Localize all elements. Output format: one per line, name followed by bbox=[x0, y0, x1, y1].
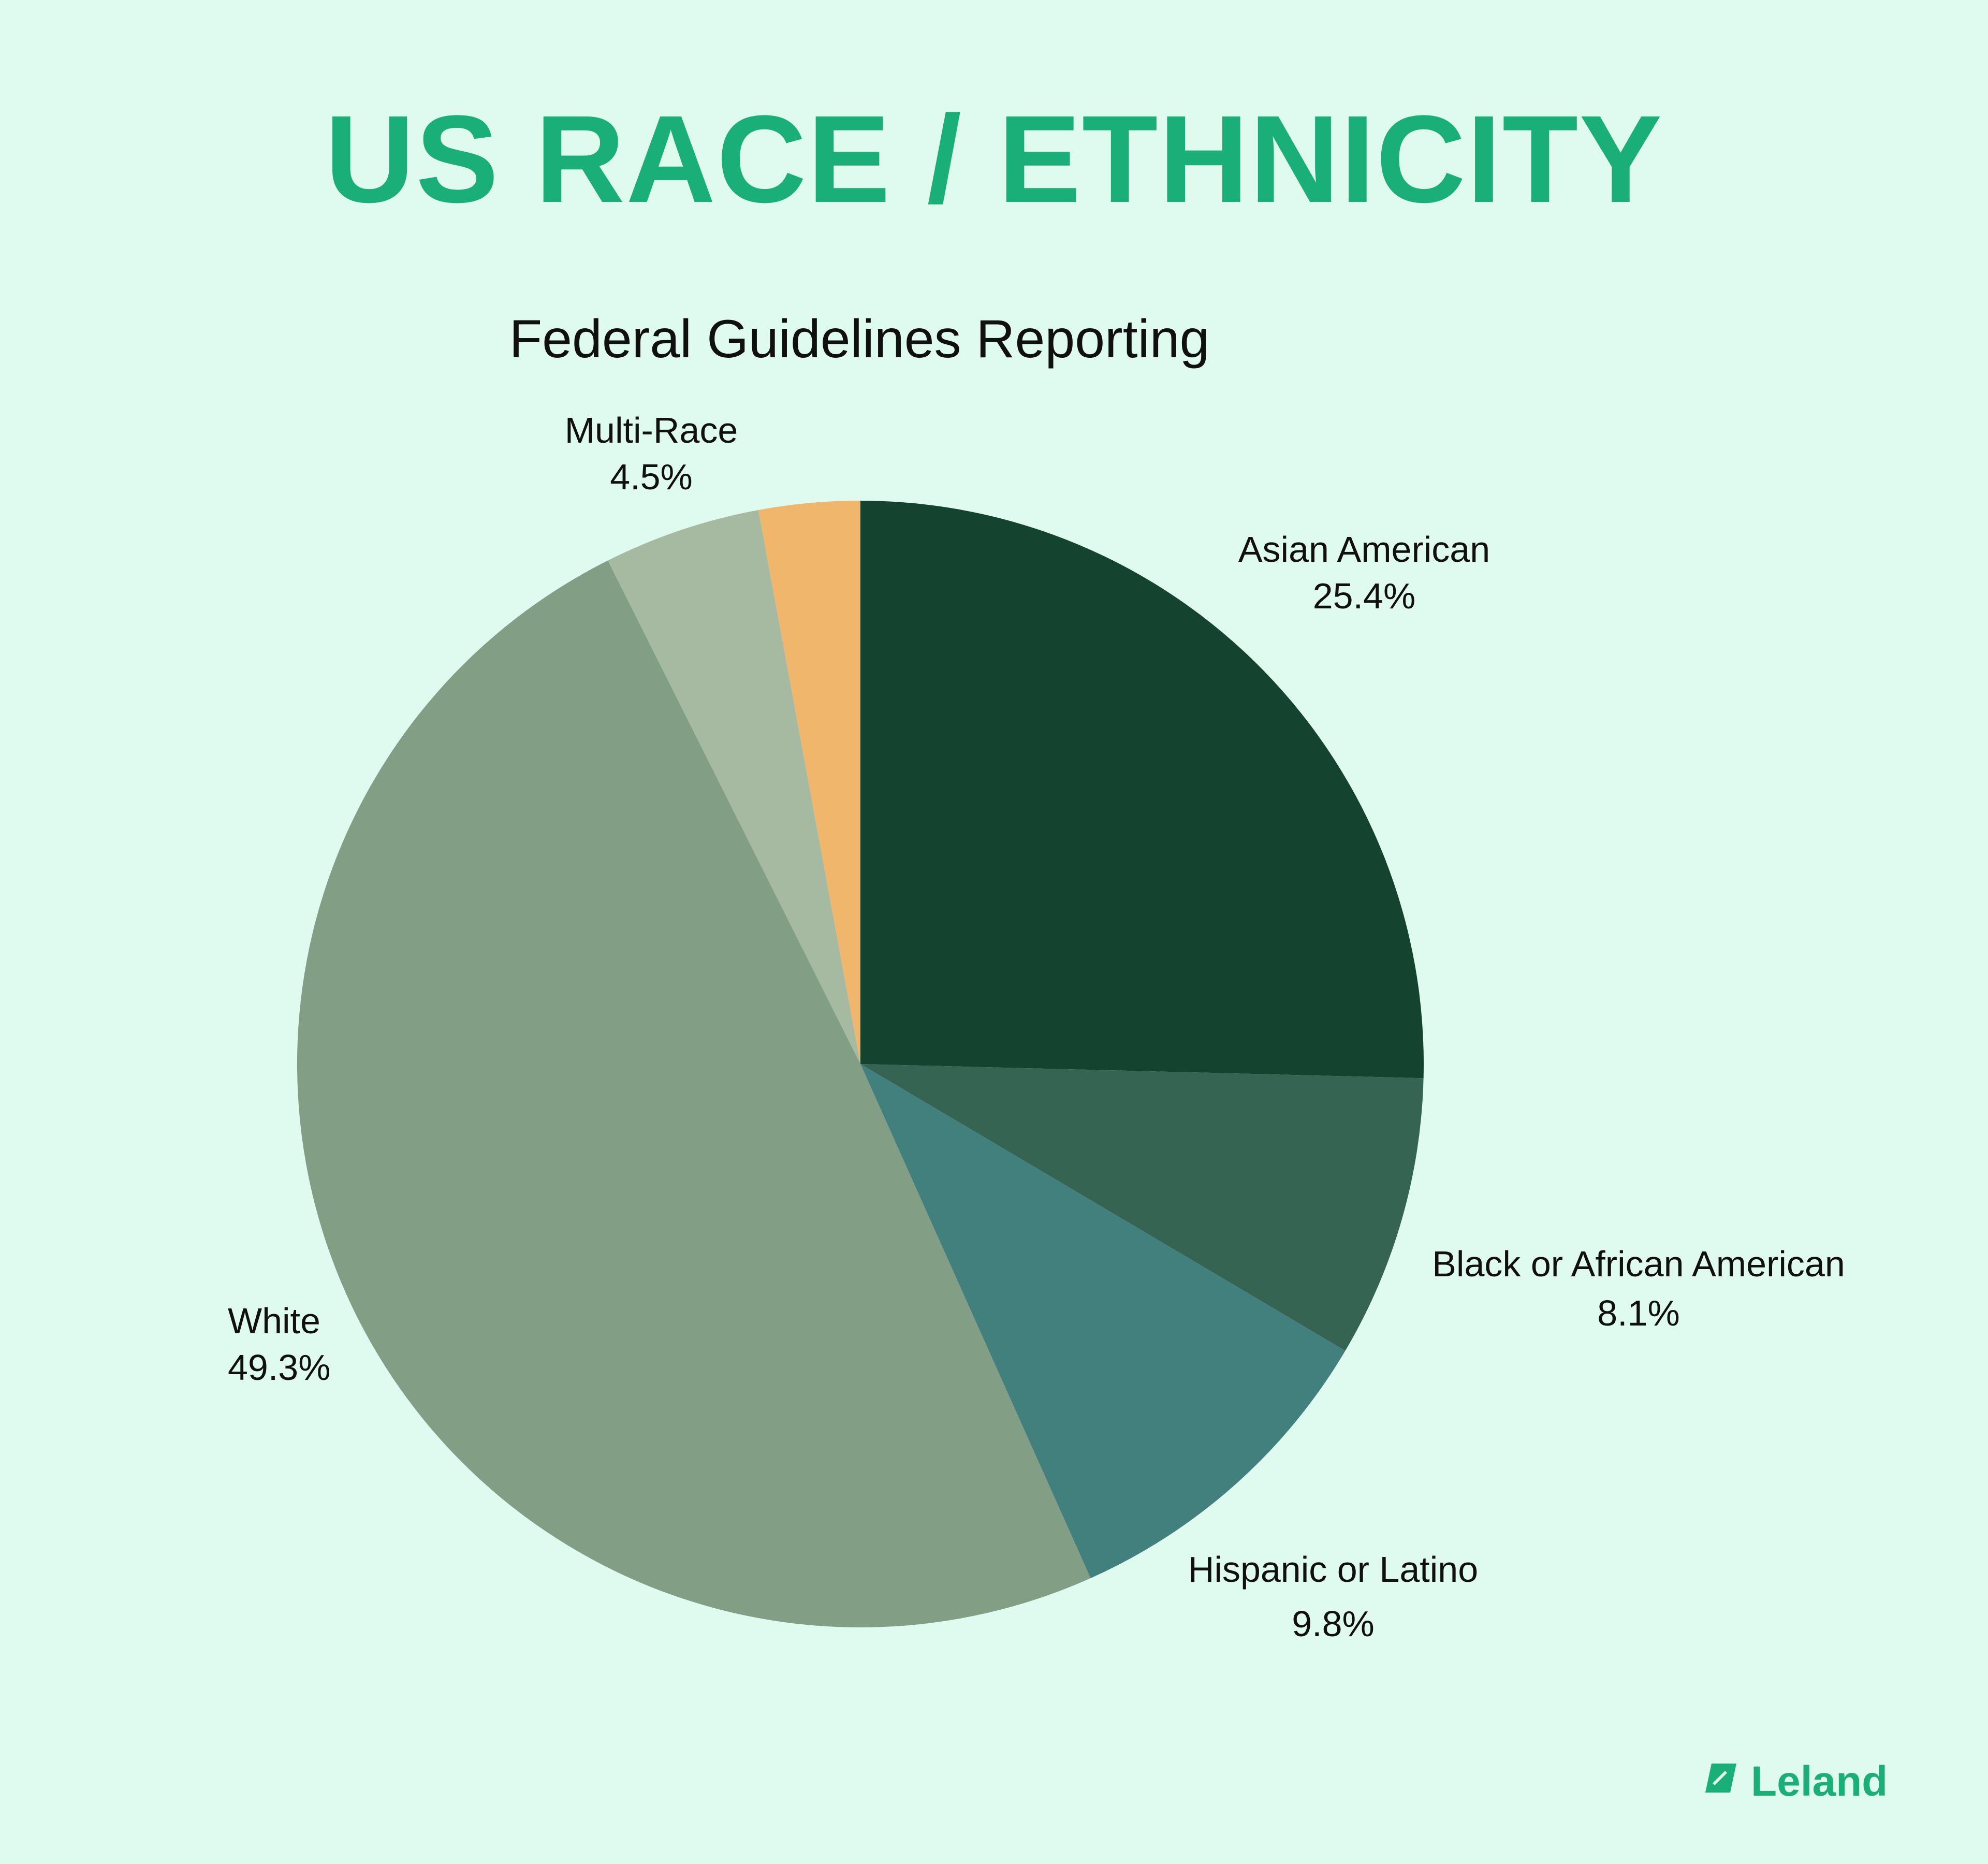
pie-slice-black-or-african-american bbox=[860, 1064, 1424, 1351]
pie-slice-asian-american bbox=[860, 501, 1424, 1079]
slice-label-name: Multi-Race bbox=[565, 410, 738, 450]
slice-label-value: 25.4% bbox=[1313, 576, 1415, 616]
pie-slice-hispanic-or-latino bbox=[860, 1064, 1346, 1579]
slice-label-name: White bbox=[228, 1301, 320, 1341]
slice-label-value: 8.1% bbox=[1597, 1293, 1680, 1333]
slice-label-name: Hispanic or Latino bbox=[1188, 1549, 1478, 1590]
slice-label-value: 4.5% bbox=[610, 457, 693, 497]
pie-slices bbox=[297, 501, 1424, 1628]
chart-title: US RACE / ETHNICITY bbox=[325, 90, 1663, 228]
chart-subtitle: Federal Guidelines Reporting bbox=[509, 309, 1210, 369]
pie-slice-multi-race bbox=[608, 510, 860, 1064]
pie-slice-white bbox=[297, 560, 1091, 1628]
pie-slice-unlabeled bbox=[758, 501, 860, 1064]
slice-label-value: 49.3% bbox=[228, 1347, 330, 1388]
slice-label-name: Asian American bbox=[1238, 529, 1490, 570]
slice-label-name: Black or African American bbox=[1432, 1244, 1845, 1284]
slice-labels: Asian American 25.4% Black or African Amer… bbox=[228, 410, 1845, 1644]
leland-logo-icon bbox=[1705, 1764, 1736, 1793]
brand-name: Leland bbox=[1751, 1758, 1888, 1805]
brand-logo: Leland bbox=[1705, 1758, 1888, 1805]
slice-label-value: 9.8% bbox=[1292, 1604, 1375, 1644]
